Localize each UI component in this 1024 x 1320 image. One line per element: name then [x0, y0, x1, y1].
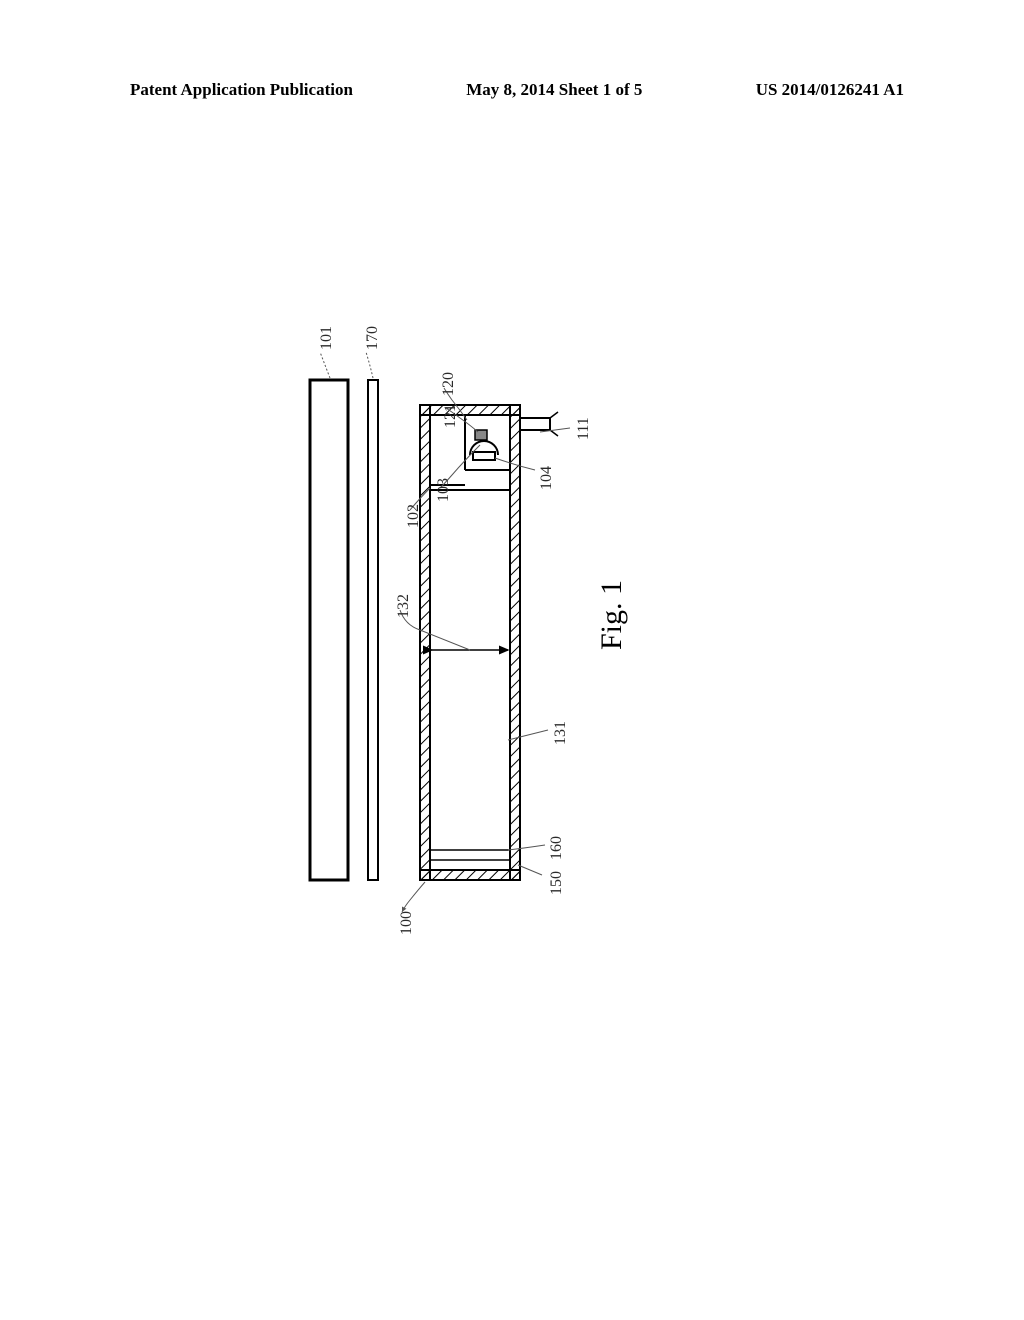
part-101: [310, 380, 348, 880]
label-121: 121: [442, 404, 460, 428]
part-104-base: [473, 452, 495, 460]
leader-100: [402, 882, 425, 912]
label-101: 101: [318, 326, 336, 350]
label-150: 150: [548, 871, 566, 895]
leader-170: [366, 352, 373, 378]
label-104: 104: [538, 466, 556, 490]
part-170: [368, 380, 378, 880]
label-102: 102: [405, 504, 423, 528]
label-120: 120: [440, 372, 458, 396]
header-left: Patent Application Publication: [130, 80, 353, 100]
label-170: 170: [364, 326, 382, 350]
leader-150: [518, 865, 542, 875]
housing-bottom-wall: [510, 405, 520, 880]
label-111: 111: [575, 417, 593, 440]
header-right: US 2014/0126241 A1: [756, 80, 904, 100]
housing-left-wall: [420, 405, 520, 415]
figure-caption: Fig. 1: [595, 580, 629, 650]
pin-flare1: [550, 412, 558, 418]
label-103: 103: [435, 478, 453, 502]
part-111-pin: [520, 418, 550, 430]
figure-1: 101 170 100 150 160 131 132 102 103 104 …: [270, 340, 700, 960]
housing-right-wall: [420, 870, 520, 880]
header-center: May 8, 2014 Sheet 1 of 5: [466, 80, 642, 100]
leader-101: [320, 352, 330, 378]
light-guide-plate: [430, 490, 510, 870]
label-160: 160: [548, 836, 566, 860]
figure-svg: [270, 340, 700, 960]
housing-top-wall: [420, 405, 430, 880]
label-100: 100: [398, 911, 416, 935]
label-131: 131: [552, 721, 570, 745]
label-132: 132: [395, 594, 413, 618]
